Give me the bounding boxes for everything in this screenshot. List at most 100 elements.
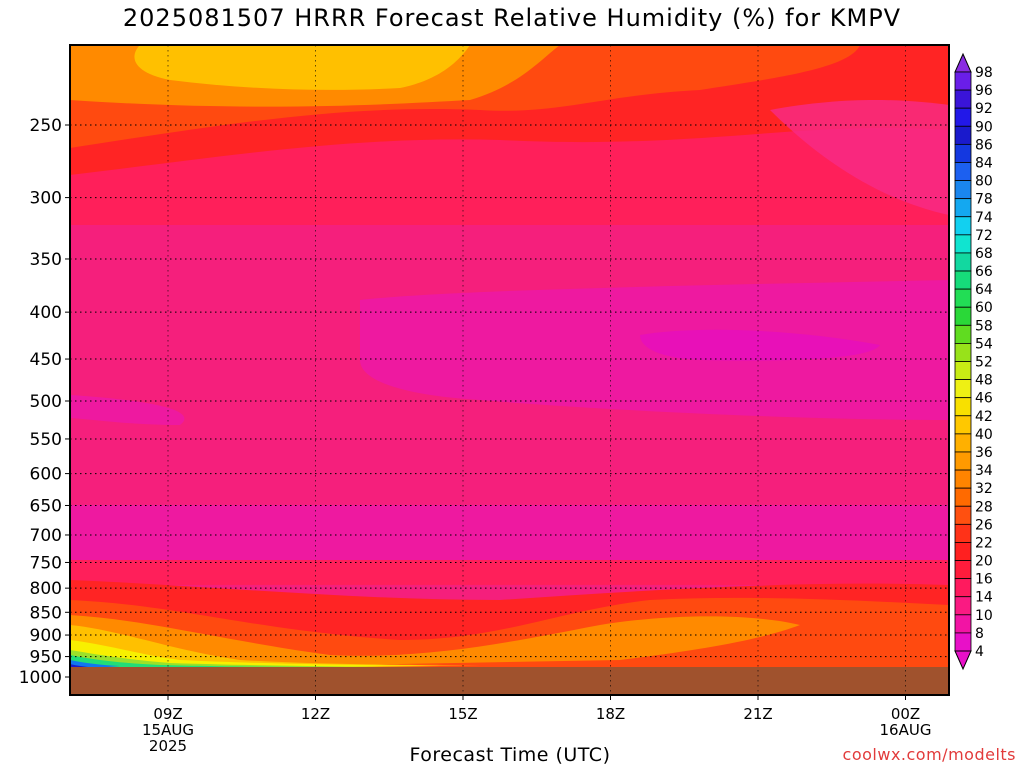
- x-tick-label: 12Z: [301, 705, 330, 723]
- y-axis: 250 300 350 400 450 500 550 600 650 700 750 800 850 9…: [19, 116, 70, 688]
- colorbar-segment: [954, 198, 972, 218]
- y-tick-label: 850: [30, 603, 62, 623]
- colorbar-label: 98: [975, 65, 993, 81]
- colorbar-segment: [954, 578, 972, 598]
- colorbar-label: 92: [975, 101, 993, 117]
- colorbar-label: 78: [975, 192, 993, 208]
- y-tick-label: 1000: [19, 668, 62, 688]
- y-tick-label: 600: [30, 465, 62, 485]
- humidity-field: [70, 45, 949, 695]
- colorbar-segment: [954, 71, 972, 91]
- colorbar-label: 36: [975, 445, 993, 461]
- y-tick-label: 300: [30, 189, 62, 209]
- colorbar-segment: [954, 523, 972, 543]
- colorbar-segment: [954, 397, 972, 417]
- colorbar: 9896929086848078747268666460585452484642…: [954, 52, 993, 671]
- colorbar-label: 80: [975, 174, 993, 190]
- colorbar-segment: [954, 180, 972, 200]
- colorbar-segment: [954, 89, 972, 109]
- colorbar-segment: [954, 125, 972, 145]
- colorbar-segment: [954, 469, 972, 489]
- colorbar-segment: [954, 614, 972, 634]
- colorbar-segment: [954, 234, 972, 254]
- colorbar-segment: [954, 216, 972, 236]
- x-tick-label: 21Z: [743, 705, 772, 723]
- colorbar-label: 42: [975, 409, 993, 425]
- colorbar-label: 72: [975, 228, 993, 244]
- colorbar-label: 68: [975, 246, 993, 262]
- y-tick-label: 750: [30, 553, 62, 573]
- x-axis-label: Forecast Time (UTC): [409, 744, 611, 766]
- colorbar-segment: [954, 632, 972, 652]
- colorbar-label: 74: [975, 210, 993, 226]
- colorbar-segment: [954, 324, 972, 344]
- y-tick-label: 700: [30, 526, 62, 546]
- colorbar-segment: [954, 143, 972, 163]
- x-tick-label: 09Z: [153, 705, 182, 723]
- colorbar-segment: [954, 361, 972, 380]
- colorbar-segment: [954, 505, 972, 525]
- y-tick-label: 650: [30, 496, 62, 516]
- y-tick-label: 400: [30, 303, 62, 323]
- colorbar-label: 10: [975, 608, 993, 624]
- colorbar-label: 54: [975, 336, 993, 352]
- y-tick-label: 450: [30, 350, 62, 370]
- x-tick-label: 16AUG: [880, 721, 932, 739]
- colorbar-segment: [954, 596, 972, 616]
- colorbar-segment: [954, 433, 972, 453]
- colorbar-label: 58: [975, 318, 993, 334]
- colorbar-segment: [954, 542, 972, 561]
- x-tick-label: 15AUG: [142, 721, 194, 739]
- colorbar-segment: [954, 270, 972, 290]
- chart-title: 2025081507 HRRR Forecast Relative Humidi…: [122, 4, 902, 32]
- colorbar-segment: [954, 560, 972, 580]
- colorbar-label: 34: [975, 463, 993, 479]
- plot-frame: [69, 44, 950, 696]
- y-tick-label: 800: [30, 579, 62, 599]
- colorbar-segment: [954, 162, 972, 181]
- y-tick-label: 900: [30, 626, 62, 646]
- colorbar-segment: [954, 379, 972, 399]
- colorbar-segment: [954, 343, 972, 362]
- colorbar-bottom-arrow: [954, 650, 972, 671]
- colorbar-label: 90: [975, 119, 993, 135]
- colorbar-segment: [954, 487, 972, 507]
- y-tick-label: 500: [30, 392, 62, 412]
- source-credit[interactable]: coolwx.com/modelts: [842, 745, 1016, 764]
- colorbar-label: 40: [975, 427, 993, 443]
- colorbar-label: 20: [975, 554, 993, 570]
- colorbar-segment: [954, 107, 972, 127]
- colorbar-segment: [954, 451, 972, 471]
- colorbar-label: 46: [975, 391, 993, 407]
- colorbar-label: 66: [975, 264, 993, 280]
- x-tick-label: 2025: [149, 737, 187, 755]
- colorbar-label: 26: [975, 517, 993, 533]
- colorbar-label: 8: [975, 626, 984, 642]
- x-tick-label: 15Z: [448, 705, 477, 723]
- colorbar-segment: [954, 306, 972, 326]
- colorbar-label: 32: [975, 481, 993, 497]
- x-tick-label: 00Z: [891, 705, 920, 723]
- colorbar-segment: [954, 252, 972, 272]
- y-tick-label: 350: [30, 250, 62, 270]
- colorbar-label: 96: [975, 83, 993, 99]
- y-tick-label: 950: [30, 648, 62, 668]
- colorbar-label: 84: [975, 155, 993, 171]
- colorbar-label: 48: [975, 373, 993, 389]
- x-tick-label: 18Z: [596, 705, 625, 723]
- colorbar-label: 52: [975, 355, 993, 371]
- colorbar-label: 60: [975, 300, 993, 316]
- colorbar-segment: [954, 415, 972, 435]
- colorbar-label: 4: [975, 644, 984, 660]
- colorbar-segment: [954, 288, 972, 308]
- grid-lines: [70, 45, 949, 695]
- colorbar-label: 28: [975, 499, 993, 515]
- colorbar-label: 64: [975, 282, 993, 298]
- colorbar-label: 16: [975, 572, 993, 588]
- y-tick-label: 250: [30, 116, 62, 136]
- y-tick-label: 550: [30, 430, 62, 450]
- colorbar-label: 14: [975, 590, 993, 606]
- colorbar-label: 22: [975, 535, 993, 551]
